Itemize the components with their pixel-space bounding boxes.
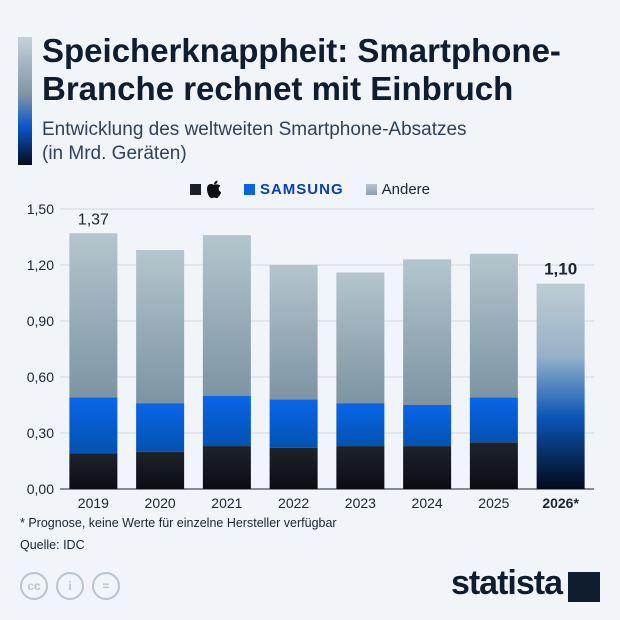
legend-label-andere: Andere	[381, 181, 431, 198]
legend-swatch-andere	[365, 184, 377, 195]
statista-logo-icon	[568, 572, 600, 602]
x-tick-label: 2019	[78, 495, 109, 511]
subtitle-line-2: (in Mrd. Geräten)	[42, 143, 187, 164]
x-tick-label: 2023	[345, 495, 376, 511]
bar-segment-samsung	[469, 397, 518, 443]
bar-chart: 0,00 0,30 0,60 0,90 1,20 1,50 2019 2020 2021 2022…	[27, 201, 594, 511]
x-tick-label: 2025	[478, 495, 509, 511]
bar-segment-samsung	[69, 397, 118, 454]
bar-segment-andere	[69, 233, 118, 398]
bar-segment-samsung	[403, 405, 452, 447]
bar-segment-apple	[202, 446, 251, 489]
apple-logo-icon	[206, 180, 221, 199]
y-tick-label: 0,60	[27, 369, 54, 385]
source: Quelle: IDC	[20, 538, 85, 552]
legend-label-samsung: SAMSUNG	[259, 181, 344, 198]
cc-license-icon[interactable]: cc	[20, 572, 48, 600]
x-tick-label: 2022	[278, 495, 309, 511]
chart-subtitle: Entwicklung des weltweiten Smartphone-Ab…	[42, 118, 467, 166]
statista-logo[interactable]: statista	[450, 564, 563, 602]
bar-segment-apple	[269, 447, 318, 489]
legend-samsung: SAMSUNG	[243, 181, 344, 198]
bar-segment-apple	[69, 453, 118, 489]
legend-swatch-samsung	[243, 184, 255, 195]
bar-segment-apple	[336, 446, 385, 489]
subtitle-line-1: Entwicklung des weltweiten Smartphone-Ab…	[42, 119, 467, 140]
bar-segment-samsung	[336, 403, 385, 447]
attribution-icon[interactable]: i	[56, 572, 84, 600]
bar-segment-andere	[202, 235, 251, 396]
x-tick-label: 2024	[412, 495, 443, 511]
bar-segment-apple	[136, 451, 185, 489]
y-tick-label: 0,30	[27, 425, 54, 441]
bar-segment-samsung	[202, 395, 251, 447]
legend-swatch-apple	[189, 184, 201, 195]
footnote: * Prognose, keine Werte für einzelne Her…	[20, 516, 337, 530]
legend-apple	[189, 180, 222, 199]
legend: SAMSUNG Andere	[0, 180, 620, 199]
chart-title: Speicherknappheit: Smartphone-Branche re…	[42, 32, 561, 107]
x-tick-label: 2021	[211, 495, 242, 511]
title-accent-bar	[18, 37, 32, 165]
no-derivatives-icon[interactable]: =	[92, 572, 120, 600]
y-tick-label: 1,50	[27, 201, 54, 217]
data-label: 1,10	[544, 260, 577, 279]
bar-forecast	[536, 283, 585, 489]
bar-segment-andere	[469, 253, 518, 398]
legend-andere: Andere	[365, 181, 431, 198]
x-tick-label: 2026*	[542, 495, 579, 511]
bar-segment-andere	[136, 250, 185, 404]
bar-segment-andere	[336, 272, 385, 404]
data-label: 1,37	[78, 211, 109, 228]
bar-segment-samsung	[269, 399, 318, 448]
bar-segment-apple	[403, 446, 452, 489]
y-tick-label: 0,00	[27, 481, 54, 497]
bar-segment-samsung	[136, 403, 185, 452]
y-tick-label: 0,90	[27, 313, 54, 329]
bar-segment-andere	[403, 259, 452, 405]
bar-segment-apple	[469, 442, 518, 489]
x-tick-label: 2020	[145, 495, 176, 511]
bar-segment-andere	[269, 265, 318, 400]
y-tick-label: 1,20	[27, 257, 54, 273]
